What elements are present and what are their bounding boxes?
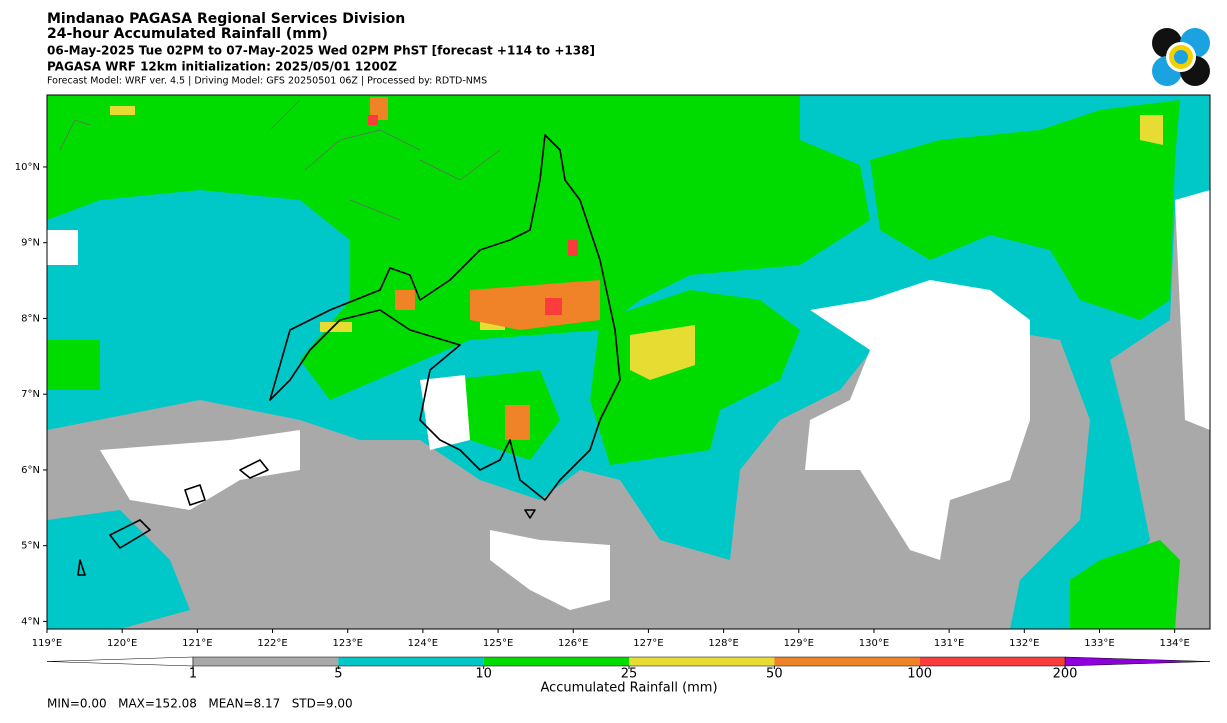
lon-tick-label: 124°E	[408, 638, 438, 649]
stats: MIN=0.00 MAX=152.08 MEAN=8.17 STD=9.00	[47, 697, 353, 711]
field-green	[870, 100, 1180, 320]
field-white	[490, 530, 610, 610]
field-white	[1175, 190, 1210, 430]
lat-tick-label: 9°N	[21, 238, 40, 249]
lon-tick-label: 131°E	[934, 638, 964, 649]
lon-tick-label: 134°E	[1159, 638, 1189, 649]
lat-tick-label: 7°N	[21, 389, 40, 400]
lat-tick-label: 5°N	[21, 541, 40, 552]
coastline-visayas	[59, 99, 501, 221]
field-red	[568, 240, 578, 256]
lat-tick-label: 6°N	[21, 465, 40, 476]
field-red	[545, 298, 562, 315]
lat-tick-label: 8°N	[21, 313, 40, 324]
lon-tick-label: 127°E	[633, 638, 663, 649]
field-green	[47, 340, 100, 390]
colorbar-bin	[193, 657, 339, 666]
colorbar-bin	[774, 657, 920, 666]
field-yellow	[110, 106, 135, 115]
field-orange	[505, 405, 530, 440]
field-orange	[370, 97, 388, 120]
field-white	[47, 230, 78, 265]
field-white	[805, 280, 1030, 560]
colorbar-bin	[919, 657, 1065, 666]
colorbar-tick-label: 5	[334, 667, 342, 682]
logo	[1152, 28, 1210, 86]
initialization: PAGASA WRF 12km initialization: 2025/05/…	[47, 60, 397, 74]
field-orange	[470, 280, 600, 330]
colorbar-tick-label: 25	[621, 667, 638, 682]
field-red	[368, 115, 378, 125]
rainfall-field	[47, 95, 1210, 629]
lon-tick-label: 125°E	[483, 638, 513, 649]
credits: Forecast Model: WRF ver. 4.5 | Driving M…	[47, 76, 487, 87]
coastline-mindanao	[269, 134, 621, 501]
title: Mindanao PAGASA Regional Services Divisi…	[47, 11, 405, 27]
colorbar-over	[1064, 656, 1211, 667]
field-yellow	[630, 325, 695, 380]
colorbar-under	[46, 656, 194, 667]
field-yellow	[1140, 115, 1163, 145]
colorbar-bin	[629, 657, 775, 666]
lon-tick-label: 130°E	[859, 638, 889, 649]
field-cyan	[47, 510, 190, 629]
lat-tick-label: 10°N	[15, 162, 40, 173]
field-yellow	[320, 322, 352, 332]
lon-tick-label: 121°E	[182, 638, 212, 649]
lon-tick-label: 128°E	[708, 638, 738, 649]
colorbar-tick-label: 200	[1053, 667, 1078, 682]
lon-tick-label: 120°E	[107, 638, 137, 649]
lon-tick-label: 122°E	[257, 638, 287, 649]
colorbar-label: Accumulated Rainfall (mm)	[540, 681, 717, 696]
lon-tick-label: 133°E	[1084, 638, 1114, 649]
field-orange	[395, 290, 415, 310]
lon-tick-label: 132°E	[1009, 638, 1039, 649]
colorbar-bin	[483, 657, 629, 666]
colorbar-tick-label: 100	[907, 667, 932, 682]
field-white	[420, 375, 470, 450]
field-green	[47, 95, 870, 400]
map-frame	[46, 94, 1211, 630]
colorbar-tick-label: 10	[475, 667, 492, 682]
colorbar-tick-label: 1	[189, 667, 197, 682]
lat-tick-label: 4°N	[21, 616, 40, 627]
lon-tick-label: 119°E	[32, 638, 62, 649]
lon-tick-label: 129°E	[784, 638, 814, 649]
field-green	[1070, 540, 1180, 629]
lon-tick-label: 123°E	[333, 638, 363, 649]
colorbar-tick-label: 50	[766, 667, 783, 682]
field-white	[100, 430, 300, 510]
colorbar-bin	[338, 657, 484, 666]
subtitle: 24-hour Accumulated Rainfall (mm)	[47, 26, 328, 42]
period: 06-May-2025 Tue 02PM to 07-May-2025 Wed …	[47, 44, 595, 58]
lon-tick-label: 126°E	[558, 638, 588, 649]
coastline-islands	[77, 459, 536, 576]
